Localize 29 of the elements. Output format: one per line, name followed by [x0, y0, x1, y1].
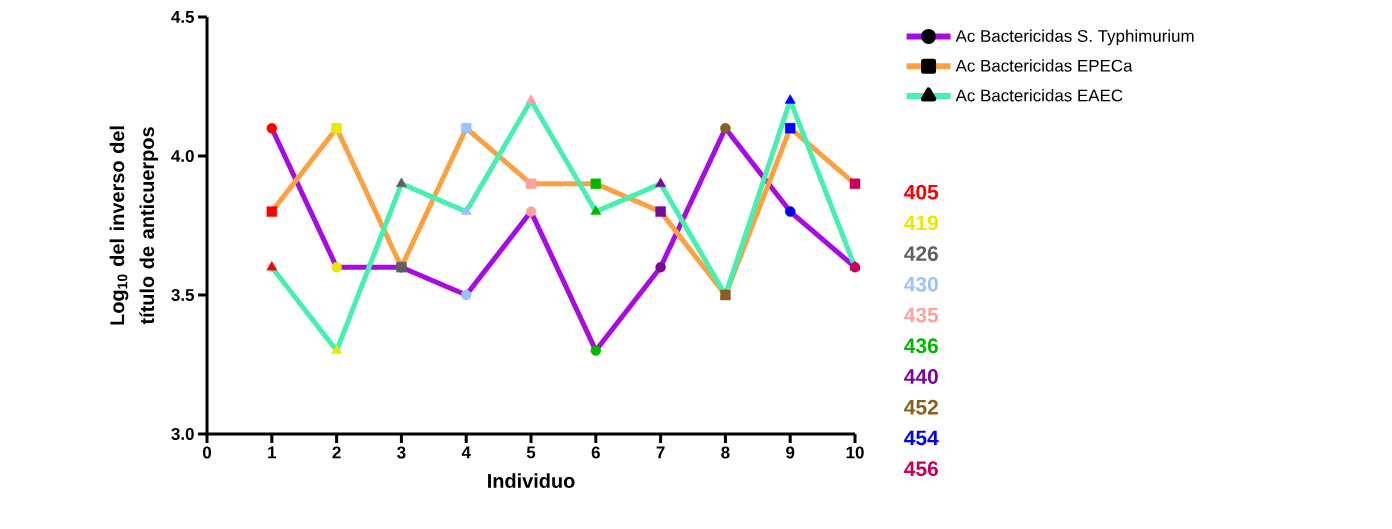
x-tick-label: 9 — [786, 446, 795, 459]
x-tick-label: 3 — [397, 446, 406, 459]
y-tick-label: 3.5 — [171, 288, 195, 301]
text: 456 — [904, 461, 938, 477]
x-tick-label: 5 — [526, 446, 536, 459]
text: 452 — [904, 399, 938, 415]
x-tick-label: 0 — [202, 446, 212, 459]
text: 436 — [904, 338, 938, 354]
x-tick-label: 8 — [721, 446, 730, 459]
x-tick-label: 10 — [846, 446, 864, 459]
text: 419 — [904, 215, 938, 231]
x-tick-label: 2 — [332, 446, 341, 459]
x-tick-label: 1 — [268, 446, 277, 459]
text: 435 — [904, 307, 939, 323]
x-tick-label: 4 — [461, 446, 471, 459]
x-tick-label: 6 — [591, 446, 600, 459]
legend-label: Ac Bactericidas S. Typhimurium — [955, 29, 1194, 46]
text: 440 — [904, 369, 938, 384]
y-tick-label: 4.5 — [171, 11, 195, 23]
text: 426 — [904, 246, 938, 261]
text: 405 — [904, 184, 939, 200]
text: 430 — [904, 276, 938, 292]
legend-label: Ac Bactericidas EAEC — [955, 89, 1123, 102]
x-tick-label: 7 — [656, 446, 665, 459]
legend-label: Ac Bactericidas EPECa — [955, 59, 1133, 72]
x-axis-title: Individuo — [488, 473, 575, 488]
text: 454 — [904, 430, 939, 446]
y-tick-label: 3.0 — [171, 427, 194, 440]
y-tick-label: 4.0 — [171, 149, 194, 162]
